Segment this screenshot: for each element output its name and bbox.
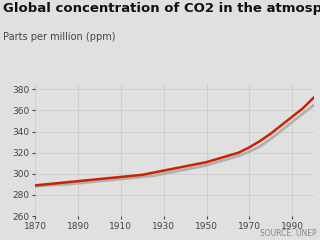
Text: Global concentration of CO2 in the atmosphere: Global concentration of CO2 in the atmos… [3,2,320,15]
Text: SOURCE: UNEP: SOURCE: UNEP [260,228,317,238]
Text: Parts per million (ppm): Parts per million (ppm) [3,32,116,42]
